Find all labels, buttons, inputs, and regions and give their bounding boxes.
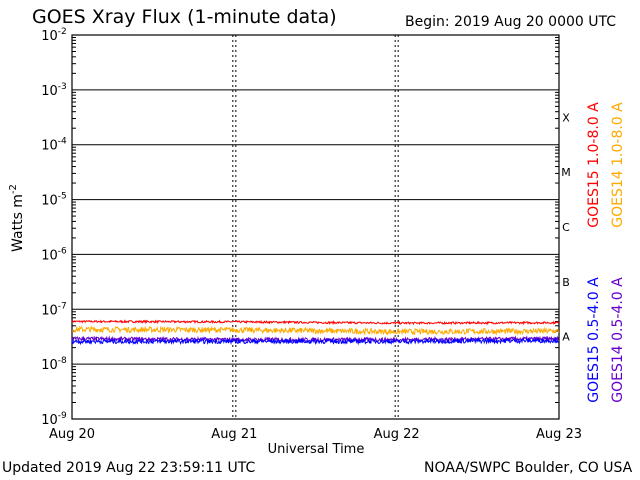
- x-axis-label: Universal Time: [268, 442, 365, 457]
- y-tick-exponent: -2: [58, 27, 67, 37]
- y-tick-base: 10: [41, 303, 58, 318]
- x-tick-label: Aug 21: [211, 427, 257, 442]
- y-tick-exponent: -6: [58, 246, 67, 256]
- legend-entry: GOES14 0.5-4.0 A: [610, 277, 626, 403]
- y-tick-base: 10: [41, 248, 58, 263]
- y-tick-exponent: -3: [58, 82, 67, 92]
- y-tick-label: 10-3: [41, 82, 67, 99]
- data-series: [71, 319, 560, 346]
- x-tick-label: Aug 23: [536, 427, 582, 442]
- y-tick-labels: 10-210-310-410-510-610-710-810-9: [41, 27, 67, 428]
- series-line: [71, 325, 560, 336]
- flare-class-labels: X M C B A: [561, 111, 571, 343]
- x-tick-label: Aug 20: [49, 427, 95, 442]
- chart-title: GOES Xray Flux (1-minute data): [32, 6, 337, 28]
- flare-class-label: X: [562, 111, 570, 124]
- plot-frame: [71, 34, 560, 420]
- flare-class-label: B: [562, 276, 570, 289]
- y-axis-label-exponent: -2: [8, 184, 19, 194]
- y-axis-label: Watts m-2: [8, 184, 26, 252]
- flare-class-label: A: [562, 331, 570, 344]
- updated-timestamp: Updated 2019 Aug 22 23:59:11 UTC: [2, 460, 256, 476]
- legend-entry: GOES15 1.0-8.0 A: [586, 102, 602, 228]
- flare-class-label: C: [562, 221, 570, 234]
- y-tick-base: 10: [41, 194, 58, 209]
- y-axis-label-text: Watts m: [10, 194, 26, 252]
- credit-label: NOAA/SWPC Boulder, CO USA: [424, 460, 633, 476]
- series-line: [71, 337, 559, 346]
- y-tick-exponent: -4: [58, 137, 67, 147]
- y-tick-label: 10-9: [41, 411, 67, 428]
- y-tick-exponent: -5: [58, 192, 67, 202]
- day-divider-ticks: [232, 35, 399, 419]
- y-tick-base: 10: [41, 413, 58, 428]
- begin-time-label: Begin: 2019 Aug 20 0000 UTC: [405, 14, 616, 30]
- y-tick-label: 10-2: [41, 27, 67, 44]
- y-tick-exponent: -9: [58, 411, 67, 421]
- y-tick-exponent: -7: [58, 301, 67, 311]
- y-tick-base: 10: [41, 84, 58, 99]
- y-tick-base: 10: [41, 29, 58, 44]
- y-tick-base: 10: [41, 139, 58, 154]
- x-tick-labels: Aug 20 Aug 21 Aug 22 Aug 23: [49, 427, 582, 442]
- x-tick-label: Aug 22: [374, 427, 420, 442]
- y-tick-exponent: -8: [58, 356, 67, 366]
- grid-lines: [72, 37, 559, 403]
- y-tick-label: 10-5: [41, 192, 67, 209]
- y-tick-label: 10-4: [41, 137, 67, 154]
- y-tick-label: 10-8: [41, 356, 67, 373]
- series-line: [71, 319, 560, 326]
- legend: GOES15 1.0-8.0 A GOES14 1.0-8.0 A GOES15 0…: [586, 102, 626, 403]
- y-tick-base: 10: [41, 358, 58, 373]
- flare-class-label: M: [561, 166, 571, 179]
- legend-entry: GOES15 0.5-4.0 A: [586, 277, 602, 403]
- y-tick-label: 10-7: [41, 301, 67, 318]
- legend-entry: GOES14 1.0-8.0 A: [610, 102, 626, 228]
- y-tick-label: 10-6: [41, 246, 67, 263]
